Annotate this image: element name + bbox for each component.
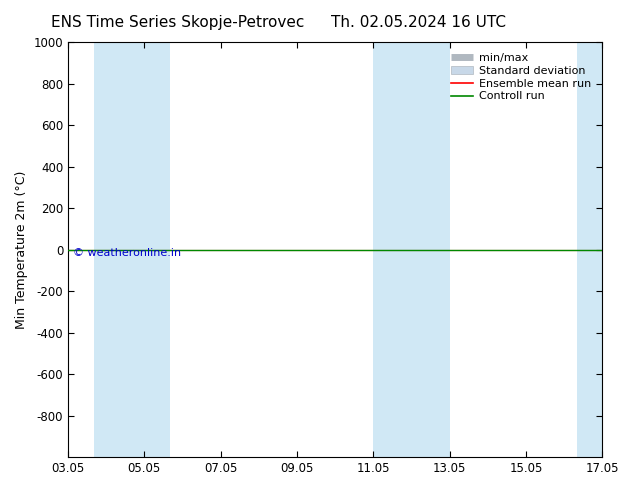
Bar <box>94 42 170 457</box>
Y-axis label: Min Temperature 2m (°C): Min Temperature 2m (°C) <box>15 171 28 329</box>
Text: © weatheronline.in: © weatheronline.in <box>74 247 181 258</box>
Bar <box>373 42 450 457</box>
Text: Th. 02.05.2024 16 UTC: Th. 02.05.2024 16 UTC <box>331 15 506 30</box>
Legend: min/max, Standard deviation, Ensemble mean run, Controll run: min/max, Standard deviation, Ensemble me… <box>446 48 597 107</box>
Text: ENS Time Series Skopje-Petrovec: ENS Time Series Skopje-Petrovec <box>51 15 304 30</box>
Bar <box>577 42 621 457</box>
